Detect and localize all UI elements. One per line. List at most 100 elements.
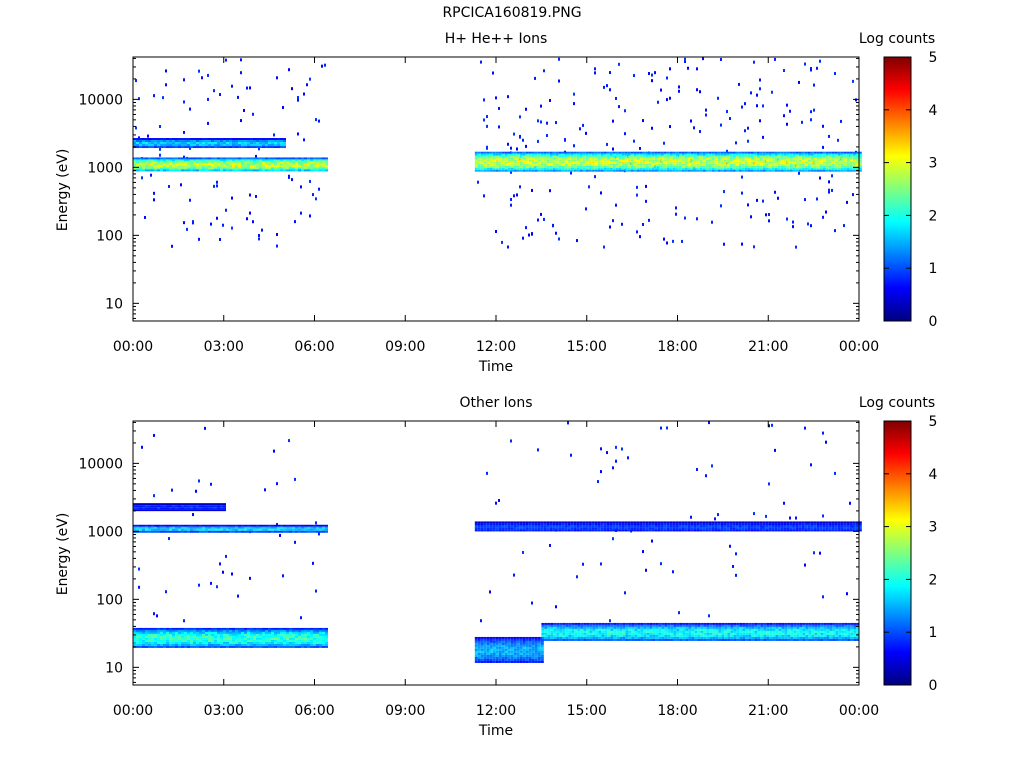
band-cell [148,631,151,634]
band-cell [615,155,619,158]
band-cell [313,631,316,634]
band-cell [567,159,571,162]
band-cell [819,165,823,168]
band-cell [292,631,295,634]
scatter-pixel [219,562,221,566]
band-cell [181,639,184,642]
band-cell [486,161,490,164]
band-cell [831,159,835,162]
band-cell [828,153,832,156]
band-cell [232,144,235,147]
band-cell [565,634,569,637]
scatter-pixel [168,537,170,541]
band-cell [540,527,544,530]
scatter-pixel [300,616,302,620]
band-cell [549,151,553,154]
band-cell [600,167,604,170]
band-cell [639,155,643,158]
band-cell [172,169,175,172]
band-cell [655,632,659,635]
band-cell [534,658,538,661]
band-cell [570,529,574,532]
band-cell [307,629,310,632]
band-cell [220,167,223,170]
band-cell [547,634,551,637]
band-cell [480,529,484,532]
band-cell [624,153,628,156]
band-cell [750,529,754,532]
band-cell [768,523,772,526]
band-cell [777,155,781,158]
band-cell [199,503,202,506]
band-cell [624,155,628,158]
band-cell [220,138,223,141]
band-cell [582,163,586,166]
scatter-pixel [669,125,671,129]
band-cell [160,146,163,149]
band-cell [193,167,196,170]
band-cell [639,529,643,532]
band-cell [670,626,674,629]
band-cell [610,628,614,631]
band-cell [720,169,724,172]
band-cell [163,627,166,630]
band-cell [696,153,700,156]
scatter-pixel [237,594,239,598]
band-cell [325,165,328,168]
band-cell [169,524,172,527]
band-cell [501,155,505,158]
band-cell [513,151,517,154]
band-cell [642,161,646,164]
band-cell [693,163,697,166]
band-cell [199,159,202,162]
band-cell [855,527,859,530]
colorbar [883,56,912,322]
band-cell [525,169,529,172]
band-cell [717,529,721,532]
band-cell [834,157,838,160]
band-cell [289,169,292,172]
band-cell [649,626,653,629]
band-cell [519,652,523,655]
band-cell [702,525,706,528]
band-cell [307,163,310,166]
band-cell [172,159,175,162]
band-cell [160,627,163,630]
band-cell [636,521,640,524]
band-cell [190,144,193,147]
band-cell [298,526,301,529]
band-cell [262,524,265,527]
band-cell [301,161,304,164]
band-cell [612,159,616,162]
band-cell [199,645,202,648]
band-cell [534,654,538,657]
band-cell [765,151,769,154]
band-cell [852,521,856,524]
band-cell [663,527,667,530]
band-cell [549,167,553,170]
band-cell [211,629,214,632]
band-cell [594,161,598,164]
band-cell [319,639,322,642]
band-cell [292,163,295,166]
band-cell [154,159,157,162]
band-cell [606,169,610,172]
band-cell [232,641,235,644]
band-cell [133,637,136,640]
band-cell [840,163,844,166]
scatter-pixel [231,84,233,88]
scatter-pixel [309,214,311,218]
band-cell [223,161,226,164]
band-cell [675,153,679,156]
band-cell [196,146,199,149]
band-cell [774,155,778,158]
band-cell [223,645,226,648]
band-cell [148,146,151,149]
band-cell [549,523,553,526]
band-cell [199,526,202,529]
band-cell [486,640,490,643]
band-cell [151,159,154,162]
band-cell [675,529,679,532]
band-cell [708,523,712,526]
band-cell [136,509,139,512]
